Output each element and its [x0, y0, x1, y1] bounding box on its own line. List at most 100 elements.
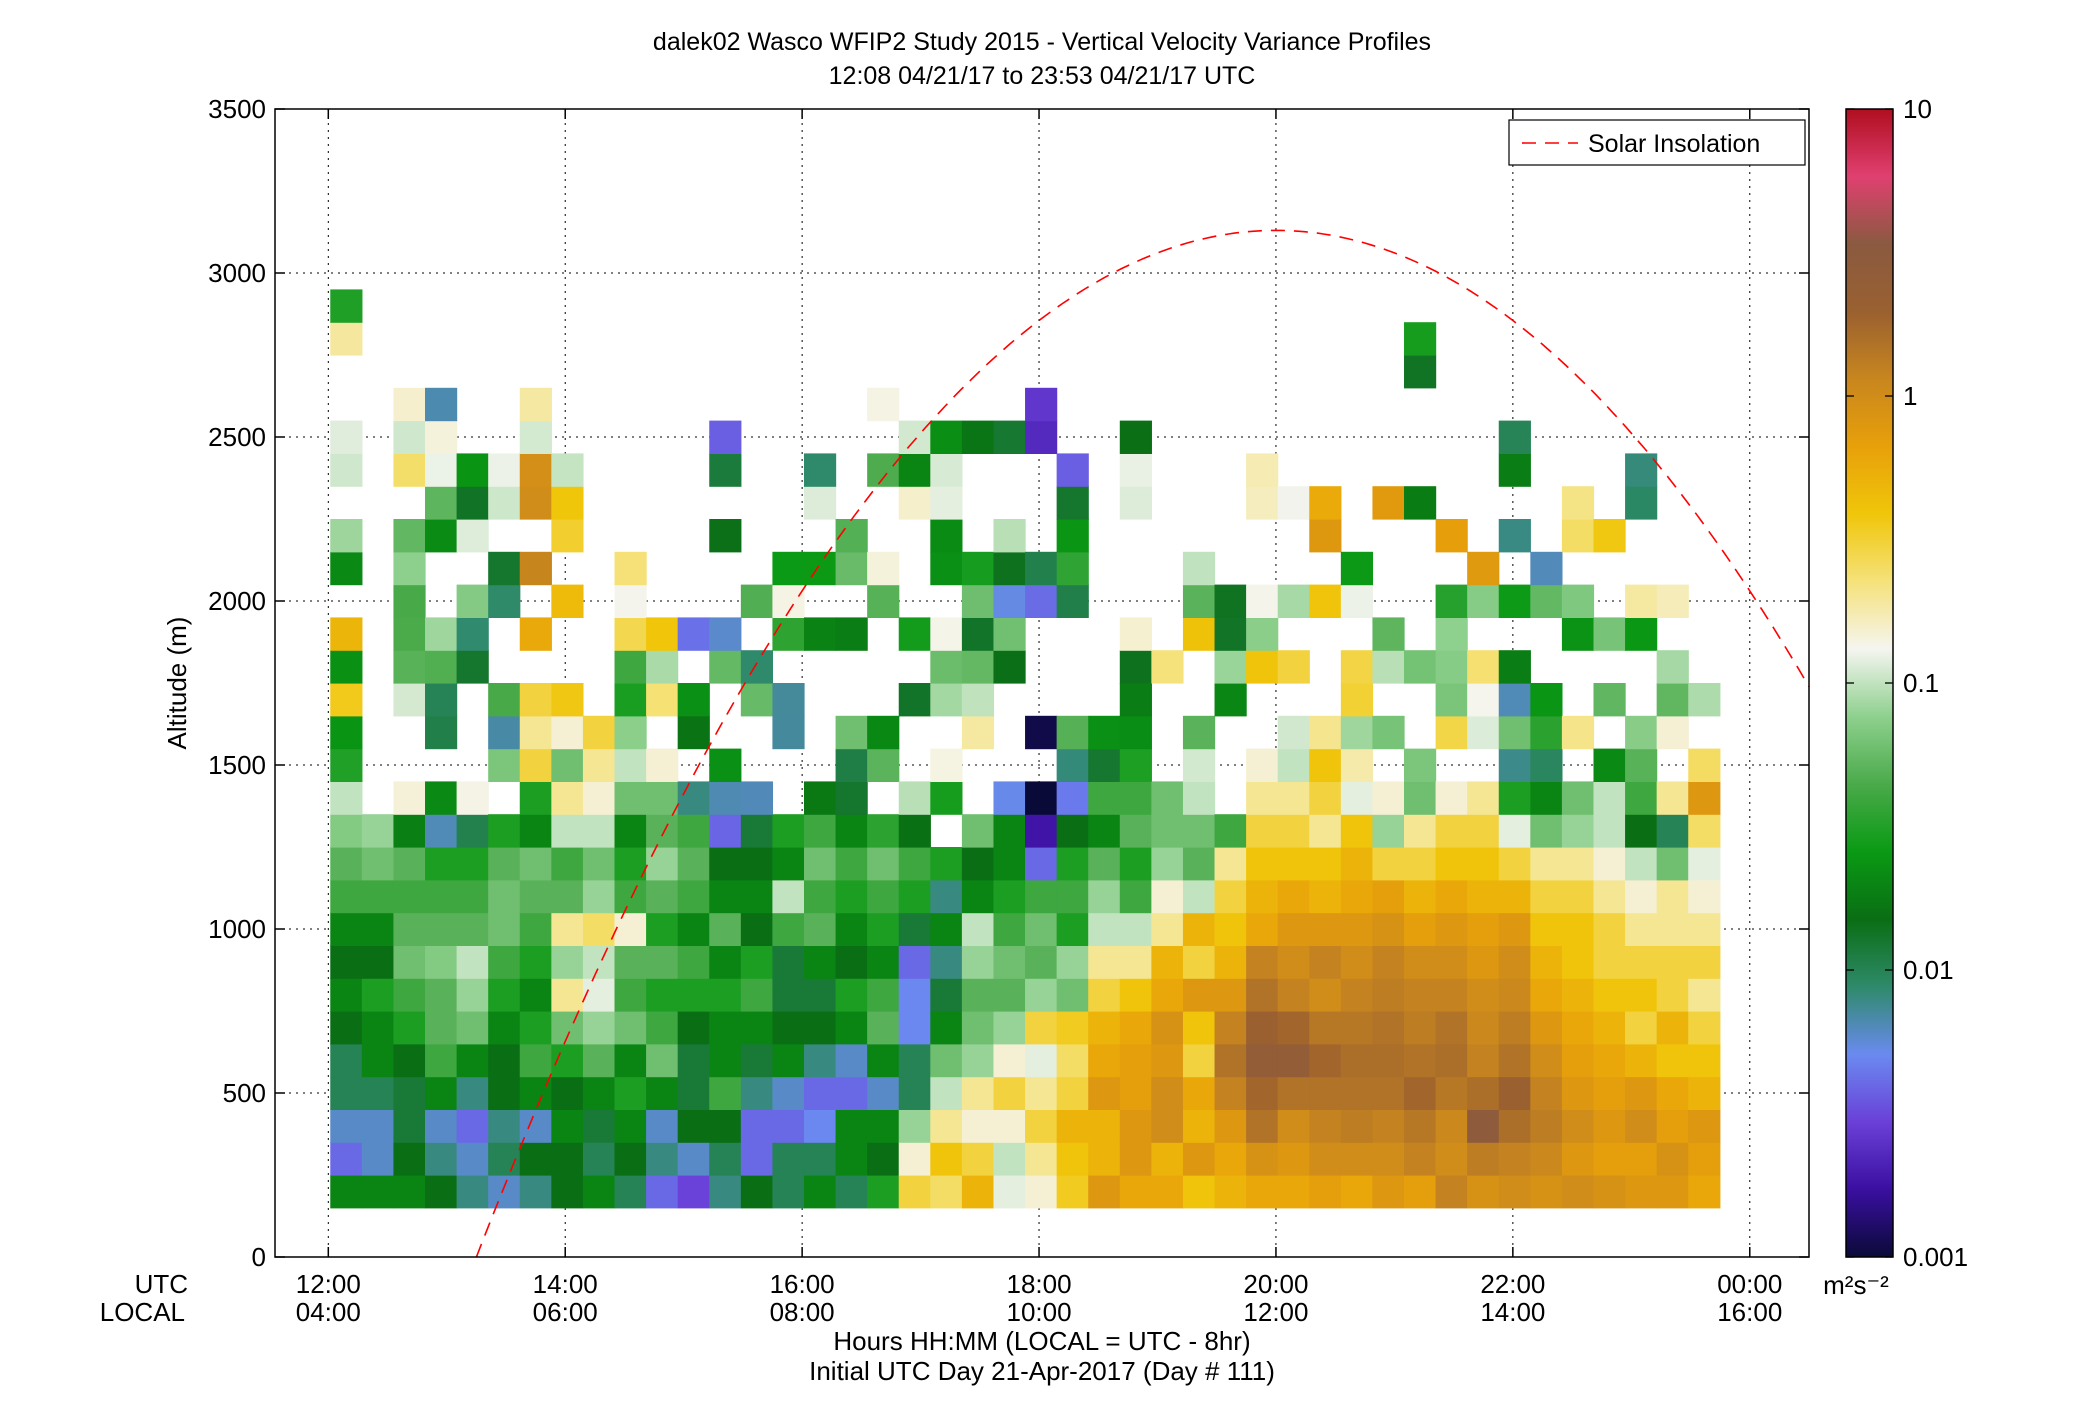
heatmap-cell [646, 847, 679, 881]
colorbar-tick-label: 0.001 [1903, 1242, 1968, 1272]
heatmap-cell [519, 486, 552, 520]
heatmap-cell [1025, 715, 1058, 750]
heatmap-cell [1277, 715, 1310, 750]
heatmap-cell [425, 1175, 458, 1209]
heatmap-cell [1372, 486, 1405, 520]
heatmap-cell [1025, 912, 1058, 946]
heatmap-cell [1530, 1109, 1563, 1143]
heatmap-cell [1214, 945, 1247, 979]
x-tick-label-local: 08:00 [770, 1297, 835, 1327]
heatmap-cell [1656, 715, 1689, 750]
heatmap-cell [1025, 387, 1058, 422]
heatmap-cell [1182, 814, 1216, 848]
heatmap-cell [1056, 781, 1089, 815]
colorbar-tick-label: 1 [1903, 381, 1917, 411]
heatmap-cell [1119, 1011, 1152, 1045]
heatmap-cell [930, 551, 963, 586]
heatmap-cell [1372, 945, 1405, 979]
heatmap-cell [835, 847, 868, 881]
heatmap-cell [1498, 453, 1531, 487]
heatmap-cell [709, 1142, 742, 1176]
heatmap-cell [1056, 453, 1089, 487]
heatmap-cell [425, 781, 458, 815]
heatmap-cell [740, 945, 774, 979]
heatmap-cell [1025, 781, 1058, 815]
heatmap-cell [1309, 748, 1342, 782]
heatmap-cell [1625, 847, 1658, 881]
heatmap-cell [330, 289, 363, 323]
heatmap-cell [993, 847, 1026, 881]
heatmap-cell [1025, 847, 1058, 881]
heatmap-cell [488, 453, 521, 487]
heatmap-cell [1056, 1142, 1089, 1176]
heatmap-cell [1561, 584, 1595, 618]
heatmap-cell [1625, 781, 1658, 815]
heatmap-cell [867, 1175, 900, 1209]
heatmap-cell [1088, 781, 1121, 815]
heatmap-cell [488, 879, 521, 914]
heatmap-cell [1214, 1076, 1247, 1110]
heatmap-cell [1467, 1043, 1500, 1078]
heatmap-cell [1467, 650, 1500, 684]
heatmap-cell [1561, 879, 1595, 914]
heatmap-cell [425, 683, 458, 717]
heatmap-cell [1688, 748, 1721, 782]
heatmap-cell [551, 453, 584, 487]
heatmap-cell [551, 1142, 584, 1176]
heatmap-cell [456, 847, 489, 881]
heatmap-cell [330, 683, 363, 717]
heatmap-cell [1025, 814, 1058, 848]
heatmap-cell [488, 945, 521, 979]
heatmap-cell [961, 551, 995, 586]
heatmap-cell [393, 650, 426, 684]
heatmap-cell [1025, 1142, 1058, 1176]
heatmap-cell [993, 945, 1026, 979]
y-tick-label: 2500 [208, 422, 266, 452]
heatmap-cell [1404, 1076, 1437, 1110]
heatmap-cell [1372, 715, 1405, 750]
heatmap-cell [803, 453, 837, 487]
heatmap-cell [1372, 1175, 1405, 1209]
heatmap-cell [519, 847, 552, 881]
heatmap-cell [993, 1142, 1026, 1176]
heatmap-cell [1530, 1142, 1563, 1176]
heatmap-cell [1182, 781, 1216, 815]
heatmap-cell [1688, 945, 1721, 979]
heatmap-cell [835, 1109, 868, 1143]
heatmap-cell [393, 781, 426, 815]
heatmap-cell [330, 519, 363, 553]
heatmap-cell [1404, 748, 1437, 782]
heatmap-cell [1277, 978, 1310, 1012]
heatmap-cell [898, 1043, 931, 1078]
heatmap-cell [1088, 814, 1121, 848]
heatmap-cell [393, 420, 426, 454]
heatmap-cell [551, 584, 584, 618]
heatmap-cell [1530, 683, 1563, 717]
heatmap-cell [393, 945, 426, 979]
heatmap-cell [1625, 1043, 1658, 1078]
heatmap-cell [835, 748, 868, 782]
heatmap-cell [1656, 650, 1689, 684]
heatmap-cell [835, 1011, 868, 1045]
heatmap-cell [1340, 781, 1374, 815]
heatmap-cell [740, 683, 774, 717]
heatmap-cell [456, 486, 489, 520]
x-row-label-utc: UTC [135, 1269, 188, 1299]
heatmap-cell [1561, 847, 1595, 881]
heatmap-cell [614, 1011, 647, 1045]
y-tick-label: 3500 [208, 94, 266, 124]
heatmap-cell [709, 519, 742, 553]
heatmap-cell [1056, 847, 1089, 881]
heatmap-cell [1656, 1076, 1689, 1110]
heatmap-cell [1498, 650, 1531, 684]
heatmap-cell [646, 1076, 679, 1110]
heatmap-cell [614, 1043, 647, 1078]
heatmap-cell [393, 453, 426, 487]
heatmap-cell [803, 551, 837, 586]
heatmap-cell [1246, 847, 1279, 881]
heatmap-cell [930, 1011, 963, 1045]
heatmap-cell [1214, 1043, 1247, 1078]
heatmap-cell [1119, 912, 1152, 946]
heatmap-cell [614, 1109, 647, 1143]
heatmap-cell [1340, 715, 1374, 750]
